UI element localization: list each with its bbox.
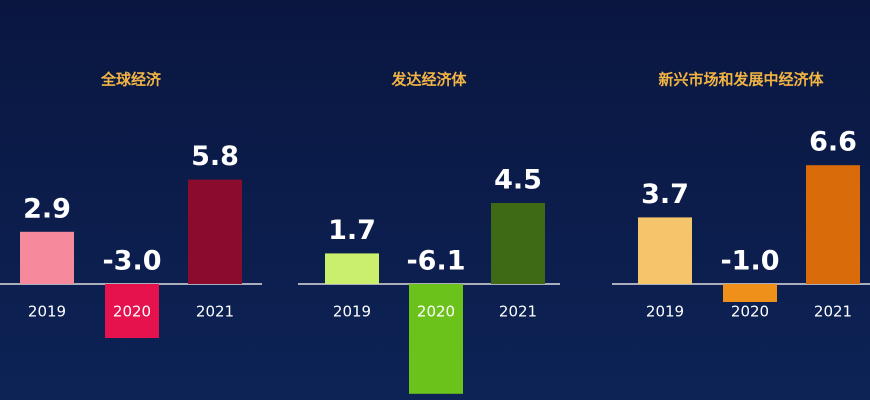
bar [806, 165, 860, 284]
value-label: -3.0 [102, 246, 161, 277]
value-label: -1.0 [720, 246, 779, 277]
x-tick-label: 2019 [646, 303, 684, 321]
value-label: 1.7 [328, 215, 376, 246]
value-label: 5.8 [191, 141, 239, 172]
x-tick-label: 2019 [333, 303, 371, 321]
x-tick-label: 2020 [417, 303, 455, 321]
bar [723, 284, 777, 302]
bar [188, 179, 242, 284]
x-tick-label: 2021 [196, 303, 234, 321]
value-label: 6.6 [809, 127, 857, 158]
x-tick-label: 2021 [814, 303, 852, 321]
bar [491, 203, 545, 284]
x-tick-label: 2021 [499, 303, 537, 321]
chart-title: 新兴市场和发展中经济体 [658, 71, 824, 89]
x-tick-label: 2020 [113, 303, 151, 321]
value-label: 4.5 [494, 165, 542, 196]
bar [409, 284, 463, 394]
value-label: 2.9 [23, 193, 71, 224]
chart-title: 全球经济 [100, 71, 162, 89]
x-tick-label: 2020 [731, 303, 769, 321]
x-tick-label: 2019 [28, 303, 66, 321]
bar [20, 231, 74, 284]
bar [325, 253, 379, 284]
bar [105, 284, 159, 338]
value-label: 3.7 [641, 179, 689, 210]
chart-title: 发达经济体 [390, 71, 467, 89]
bar [638, 217, 692, 284]
value-label: -6.1 [406, 246, 465, 277]
